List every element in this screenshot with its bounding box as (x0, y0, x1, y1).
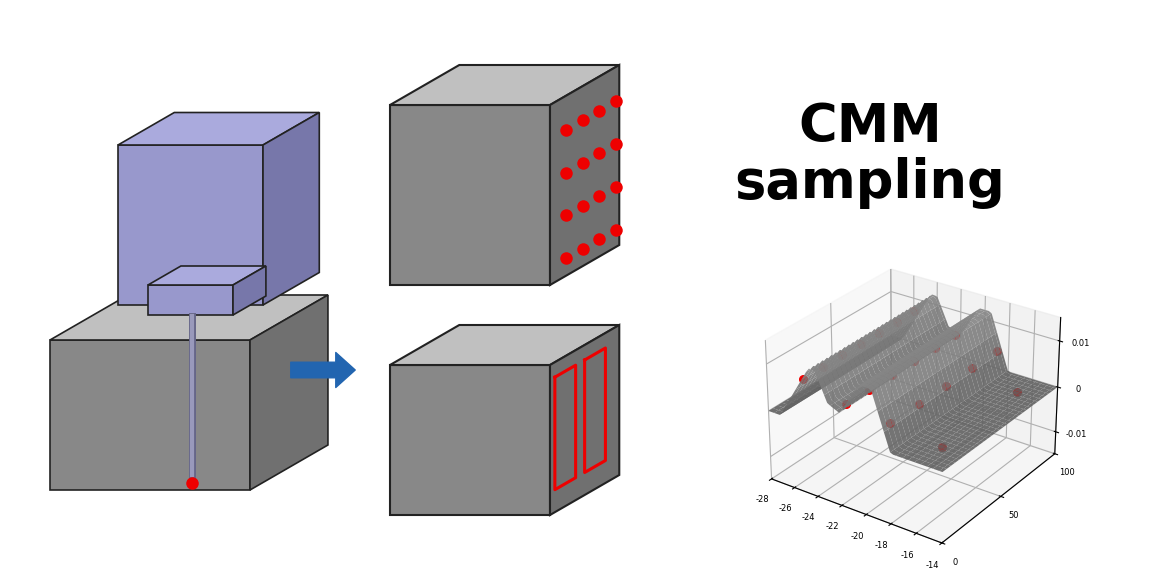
Polygon shape (148, 285, 233, 315)
Polygon shape (118, 112, 319, 145)
Polygon shape (118, 145, 263, 305)
Polygon shape (390, 325, 619, 365)
Polygon shape (390, 105, 550, 285)
Polygon shape (263, 112, 319, 305)
Polygon shape (251, 295, 328, 490)
Polygon shape (390, 365, 550, 515)
Polygon shape (550, 65, 619, 285)
Polygon shape (148, 266, 266, 285)
Polygon shape (50, 295, 328, 340)
Polygon shape (390, 65, 619, 105)
Polygon shape (550, 325, 619, 515)
Polygon shape (233, 266, 266, 315)
Text: CMM
sampling: CMM sampling (734, 101, 1006, 209)
Polygon shape (50, 340, 251, 490)
